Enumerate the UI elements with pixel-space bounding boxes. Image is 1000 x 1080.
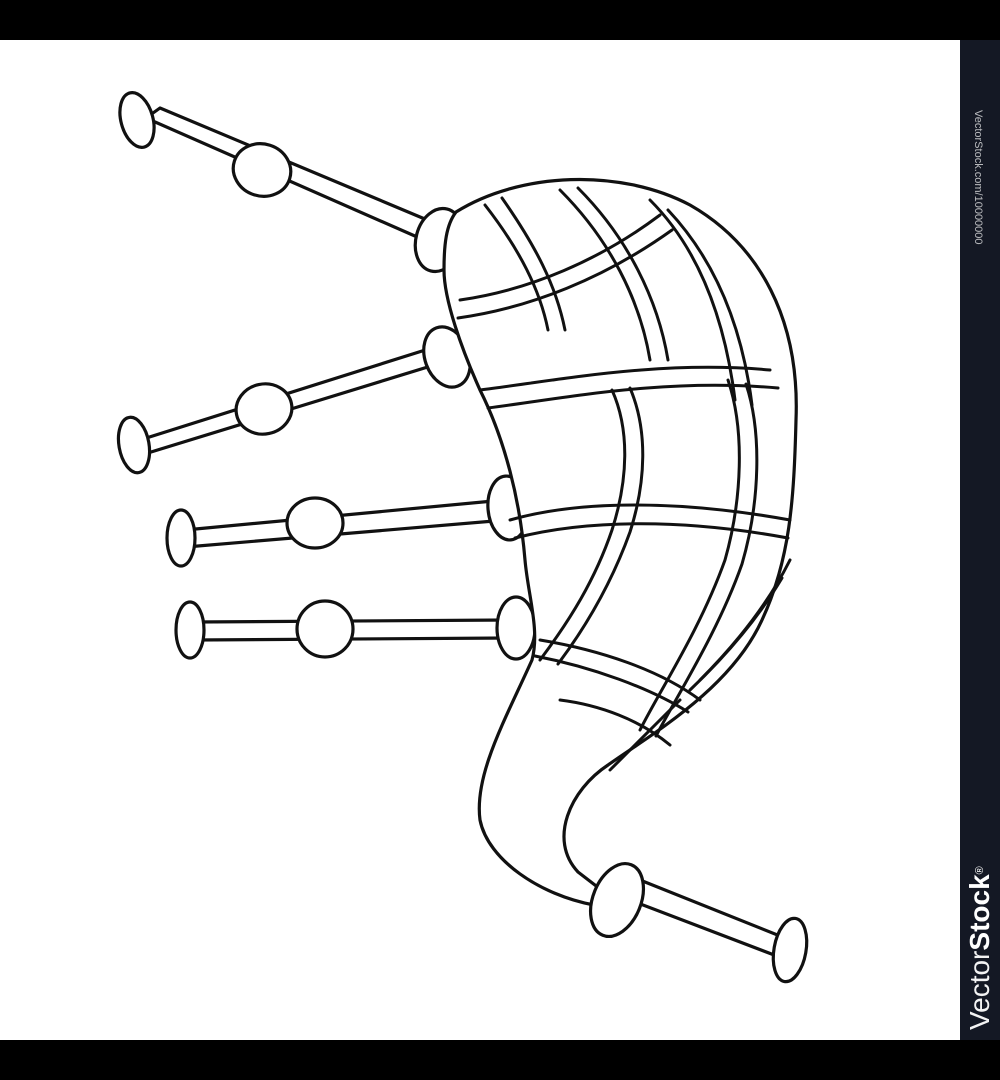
drone-pipe-2: [116, 325, 472, 475]
drone-pipe-4: [174, 595, 537, 661]
top-frame-bar: [0, 0, 1000, 40]
watermark-brand-light: Vector: [964, 950, 995, 1030]
bottom-frame-bar: [0, 1040, 1000, 1080]
drone-pipe-3: [165, 474, 530, 568]
watermark-strip: VectorStock.com/10000000 VectorStock®: [960, 40, 1000, 1040]
watermark-brand-bold: Stock: [964, 874, 995, 951]
image-canvas: [0, 40, 960, 1040]
watermark-logo: VectorStock®: [962, 866, 998, 1030]
watermark-registered: ®: [974, 866, 986, 875]
watermark-id: VectorStock.com/10000000: [972, 110, 984, 245]
bagpipes-illustration: [116, 91, 809, 984]
chanter-pipe: [588, 862, 809, 984]
drone-pipe-1: [118, 91, 465, 274]
bag-body: [442, 177, 798, 907]
